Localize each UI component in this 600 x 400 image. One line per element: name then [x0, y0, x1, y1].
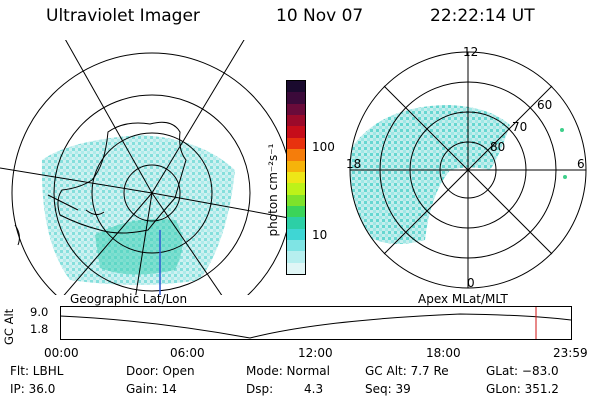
mlt-label-18: 18 — [346, 157, 362, 171]
aurora-oval — [350, 105, 510, 244]
mlt-label-6: 6 — [577, 157, 585, 171]
timeline-xtick-2359: 23:59 — [553, 346, 588, 360]
timeline-xtick-0000: 00:00 — [44, 346, 79, 360]
colorbar-stripe — [287, 228, 305, 241]
status-dsp-value: 4.3 — [304, 382, 324, 396]
timeline-ylabel: GC Alt — [2, 308, 16, 345]
status-flt: Flt: LBHL — [10, 364, 64, 378]
colorbar-stripe — [287, 149, 305, 161]
geographic-map-panel — [0, 40, 300, 295]
colorbar-stripe — [287, 240, 305, 252]
imager-title: Ultraviolet Imager — [46, 6, 200, 26]
status-gain: Gain: 14 — [126, 382, 177, 396]
mlat-label-70: 70 — [512, 120, 528, 134]
coastline — [57, 121, 187, 234]
status-seq: Seq: 39 — [365, 382, 411, 396]
colorbar-stripe — [287, 171, 305, 184]
mlt-label-12: 12 — [463, 45, 479, 59]
colorbar-stripe — [287, 81, 305, 93]
colorbar-unit-label: photon cm⁻²s⁻¹ — [266, 143, 280, 237]
status-door: Door: Open — [126, 364, 195, 378]
status-ip: IP: 36.0 — [10, 382, 56, 396]
mlat-label-80: 80 — [490, 140, 506, 154]
colorbar — [286, 80, 306, 275]
status-gc-alt: GC Alt: 7.7 Re — [365, 364, 449, 378]
mlat-label-60: 60 — [537, 98, 553, 112]
altitude-curve — [60, 313, 572, 339]
colorbar-stripe — [287, 205, 305, 218]
colorbar-stripe — [287, 160, 305, 172]
colorbar-stripe — [287, 115, 305, 127]
mlt-label-0: 0 — [467, 276, 475, 290]
colorbar-tick-100: 100 — [312, 140, 335, 154]
colorbar-stripe — [287, 137, 305, 150]
status-dsp-label: Dsp: — [246, 382, 274, 396]
colorbar-tick-10: 10 — [312, 228, 328, 242]
colorbar-stripe — [287, 183, 305, 195]
colorbar-stripe — [287, 217, 305, 229]
orbit-altitude-timeline — [60, 306, 572, 340]
image-time: 22:22:14 UT — [430, 6, 535, 26]
apex-panel-label: Apex MLat/MLT — [418, 292, 508, 306]
timeline-xtick-1800: 18:00 — [426, 346, 461, 360]
mlat-mlt-polar-plot — [349, 51, 587, 289]
status-mode: Mode: Normal — [246, 364, 330, 378]
timeline-xtick-0600: 06:00 — [170, 346, 205, 360]
colorbar-stripe — [287, 262, 305, 275]
aurora-emission — [41, 135, 235, 285]
colorbar-stripe — [287, 251, 305, 263]
colorbar-stripe — [287, 103, 305, 116]
status-glat: GLat: −83.0 — [486, 364, 559, 378]
colorbar-stripe — [287, 194, 305, 206]
timeline-ymax: 9.0 — [30, 305, 49, 319]
status-glon: GLon: 351.2 — [486, 382, 559, 396]
image-date: 10 Nov 07 — [276, 6, 364, 26]
colorbar-stripe — [287, 92, 305, 104]
geographic-panel-label: Geographic Lat/Lon — [70, 292, 188, 306]
timeline-xtick-1200: 12:00 — [298, 346, 333, 360]
timeline-ymin: 1.8 — [30, 322, 49, 336]
colorbar-stripe — [287, 126, 305, 138]
